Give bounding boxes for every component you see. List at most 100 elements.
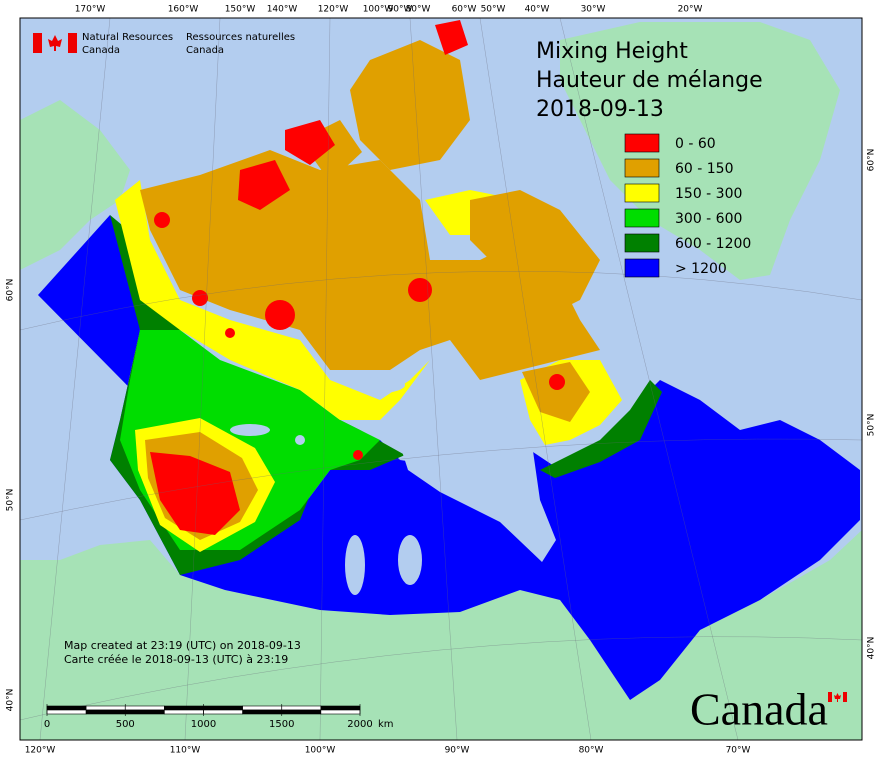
latitude-label: 50°N (867, 414, 877, 437)
graticule-line (19, 438, 863, 521)
logo-text: Ressources naturelles (186, 32, 295, 43)
latitude-label: 40°N (6, 689, 16, 712)
mixing-zone (265, 300, 295, 330)
scale-label: 0 (44, 719, 50, 730)
mixing-zone (38, 215, 860, 700)
scale-segment (46, 705, 87, 711)
lake (295, 435, 305, 445)
mixing-zone (238, 160, 290, 210)
logo-text: Canada (186, 45, 224, 56)
lake (230, 424, 270, 436)
scale-label: 500 (116, 719, 135, 730)
longitude-label: 120°W (25, 746, 56, 756)
scale-segment (124, 705, 165, 711)
longitude-label: 120°W (318, 5, 349, 15)
graticule-line (19, 271, 863, 331)
latitude-label: 60°N (6, 279, 16, 302)
longitude-label: 90°W (445, 746, 470, 756)
scale-label: 1000 (191, 719, 216, 730)
mixing-zone (470, 190, 600, 320)
map-frame (19, 17, 863, 741)
lake (355, 377, 405, 393)
greenland (560, 22, 840, 280)
graticule-line (19, 636, 863, 721)
scale-segment (85, 705, 126, 711)
credit-text: Map created at 23:19 (UTC) on 2018-09-13 (64, 639, 301, 652)
graticule-line (479, 17, 592, 741)
lake (345, 535, 365, 595)
map-title: Mixing Height (536, 39, 688, 64)
hudson-bay (392, 398, 556, 562)
legend-label: 0 - 60 (675, 136, 716, 152)
longitude-label: 150°W (225, 5, 256, 15)
wordmark: Canada (690, 684, 828, 735)
logo-text: Canada (82, 45, 120, 56)
flag-bar (828, 692, 832, 702)
scale-segment (203, 709, 243, 715)
legend-label: 60 - 150 (675, 161, 734, 177)
longitude-label: 20°W (678, 5, 703, 15)
longitude-label: 90°W (388, 5, 413, 15)
alaska (20, 100, 130, 270)
scale-segment (242, 705, 283, 711)
longitude-label: 160°W (168, 5, 199, 15)
mixing-zone (540, 380, 662, 478)
latitude-label: 40°N (867, 637, 877, 660)
mixing-zone (408, 278, 432, 302)
mixing-zone (115, 180, 430, 420)
longitude-label: 30°W (581, 5, 606, 15)
longitude-label: 80°W (406, 5, 431, 15)
scale-segment (242, 709, 283, 715)
scale-label: 1500 (269, 719, 294, 730)
scale-segment (320, 709, 361, 715)
graticule-line (319, 17, 331, 741)
map-title: 2018-09-13 (536, 97, 664, 122)
graticule-line (39, 17, 111, 741)
scale-segment (85, 709, 126, 715)
scale-segment (124, 709, 165, 715)
scale-unit: km (378, 719, 394, 730)
legend-label: 600 - 1200 (675, 236, 751, 252)
latitude-label: 60°N (867, 149, 877, 172)
mixing-zone (285, 120, 335, 165)
legend-swatch (624, 258, 660, 278)
legend-label: 300 - 600 (675, 211, 742, 227)
mixing-zone (350, 40, 470, 170)
graticule-line (559, 17, 739, 741)
longitude-label: 110°W (170, 746, 201, 756)
usa (20, 530, 862, 740)
longitude-label: 140°W (267, 5, 298, 15)
scale-segment (46, 709, 87, 715)
flag-bar (33, 33, 42, 53)
mixing-zone (435, 20, 468, 55)
credit-text: Carte créée le 2018-09-13 (UTC) à 23:19 (64, 653, 288, 666)
scale-segment (281, 709, 322, 715)
longitude-label: 50°W (481, 5, 506, 15)
longitude-label: 60°W (452, 5, 477, 15)
latitude-label: 50°N (6, 489, 16, 512)
legend-label: > 1200 (675, 261, 727, 277)
scale-segment (320, 705, 361, 711)
flag-bar (68, 33, 77, 53)
longitude-label: 40°W (525, 5, 550, 15)
mixing-zone (549, 374, 565, 390)
mixing-zone (150, 452, 240, 535)
legend-swatch (624, 233, 660, 253)
scale-segment (164, 705, 204, 711)
legend-swatch (624, 183, 660, 203)
longitude-label: 80°W (579, 746, 604, 756)
mixing-zone (522, 362, 590, 422)
mixing-zone (353, 450, 363, 460)
legend-swatch (624, 158, 660, 178)
flag-leaf (834, 693, 841, 702)
flag-leaf (48, 35, 62, 51)
graticule-line (184, 17, 221, 741)
map-title: Hauteur de mélange (536, 68, 763, 93)
mixing-zone (225, 328, 235, 338)
mixing-zone (154, 212, 170, 228)
map-area (19, 17, 863, 741)
legend-swatch (624, 133, 660, 153)
scale-segment (281, 705, 322, 711)
longitude-label: 100°W (363, 5, 394, 15)
